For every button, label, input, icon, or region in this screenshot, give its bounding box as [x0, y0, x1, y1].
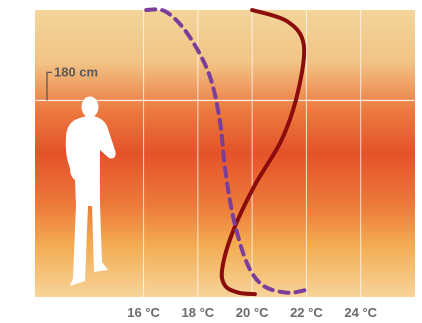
- person-head: [81, 96, 99, 118]
- dashed-series-line: [144, 7, 309, 295]
- height-marker-label: 180 cm: [54, 64, 98, 79]
- person-body: [65, 116, 116, 286]
- x-tick-label: 24 °C: [344, 305, 377, 320]
- person-silhouette: [65, 96, 116, 286]
- x-tick-label: 22 °C: [290, 305, 323, 320]
- x-tick-label: 16 °C: [127, 305, 160, 320]
- x-tick-labels: 16 °C 18 °C 20 °C 22 °C 24 °C: [127, 305, 377, 320]
- grid-lines: [143, 10, 362, 297]
- x-tick-label: 20 °C: [236, 305, 269, 320]
- series-layer: [144, 7, 309, 297]
- x-tick-label: 18 °C: [182, 305, 215, 320]
- solid-series-line: [219, 8, 307, 297]
- height-marker: 180 cm: [35, 64, 415, 101]
- height-marker-bracket: [46, 71, 52, 101]
